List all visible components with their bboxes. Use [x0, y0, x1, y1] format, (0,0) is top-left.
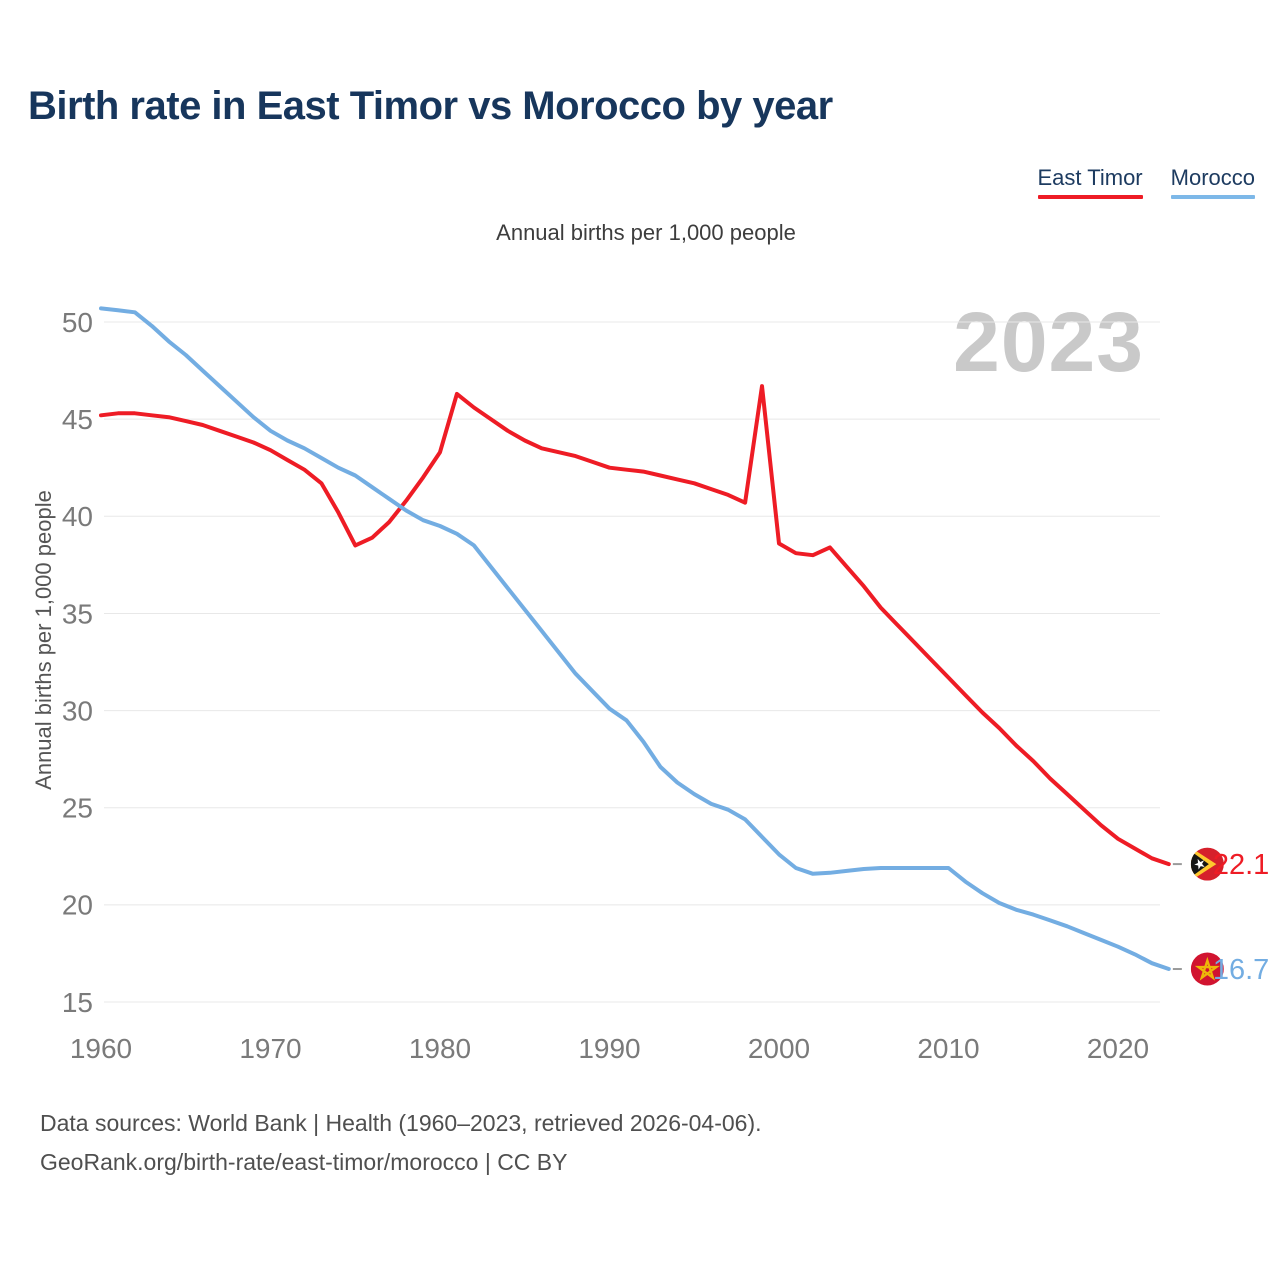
end-value-label-east-timor: 22.1 — [1213, 849, 1269, 881]
east-timor-line — [99, 384, 1171, 867]
year-watermark: 2023 — [953, 295, 1144, 389]
chart-subtitle: Annual births per 1,000 people — [496, 220, 796, 245]
y-tick-label-20: 20 — [62, 890, 93, 921]
east-timor-flag-icon — [1190, 847, 1224, 881]
legend-item-morocco[interactable]: Morocco — [1170, 165, 1255, 199]
footer: Data sources: World Bank | Health (1960–… — [40, 1104, 762, 1182]
x-tick-label-1980: 1980 — [409, 1033, 471, 1064]
y-tick-label-50: 50 — [62, 307, 93, 338]
y-tick-label-45: 45 — [62, 404, 93, 435]
legend-item-east-timor[interactable]: East Timor — [1037, 165, 1143, 199]
legend: East Timor Morocco — [1037, 165, 1255, 199]
x-tick-label-2000: 2000 — [748, 1033, 810, 1064]
y-tick-label-35: 35 — [62, 598, 93, 629]
x-tick-label-1960: 1960 — [70, 1033, 132, 1064]
footer-line-1: Data sources: World Bank | Health (1960–… — [40, 1110, 762, 1136]
x-tick-label-2020: 2020 — [1087, 1033, 1149, 1064]
morocco-flag-icon — [1190, 952, 1224, 986]
page-title: Birth rate in East Timor vs Morocco by y… — [28, 84, 833, 128]
morocco-line — [99, 306, 1171, 971]
x-tick-label-2010: 2010 — [917, 1033, 979, 1064]
y-tick-label-30: 30 — [62, 695, 93, 726]
y-tick-label-25: 25 — [62, 793, 93, 824]
legend-underline — [1037, 195, 1143, 199]
y-tick-label-40: 40 — [62, 501, 93, 532]
legend-underline — [1170, 195, 1255, 199]
legend-label: Morocco — [1170, 165, 1255, 190]
legend-label: East Timor — [1037, 165, 1143, 190]
x-tick-label-1990: 1990 — [578, 1033, 640, 1064]
x-tick-label-1970: 1970 — [239, 1033, 301, 1064]
end-value-label-morocco: 16.7 — [1213, 954, 1269, 986]
footer-line-2: GeoRank.org/birth-rate/east-timor/morocc… — [40, 1149, 568, 1175]
y-tick-label-15: 15 — [62, 987, 93, 1018]
